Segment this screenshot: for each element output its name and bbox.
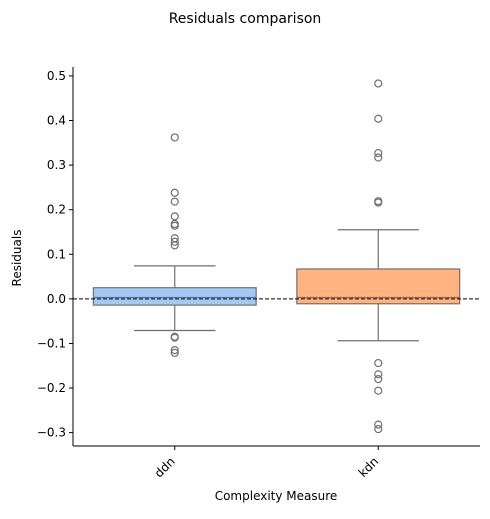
x-axis-title: Complexity Measure (215, 489, 338, 503)
x-tick-label: ddn (152, 454, 178, 480)
outlier-point (171, 134, 178, 141)
outlier-point (375, 360, 382, 367)
outlier-point (375, 154, 382, 161)
box-ddn (93, 134, 256, 356)
y-tick-label: 0.2 (47, 203, 66, 217)
outlier-point (375, 387, 382, 394)
outlier-point (171, 213, 178, 220)
y-tick-label: −0.2 (37, 381, 66, 395)
y-tick-label: 0.4 (47, 114, 66, 128)
y-tick-label: 0.0 (47, 292, 66, 306)
box-kdn (297, 80, 460, 433)
chart-title: Residuals comparison (169, 11, 322, 27)
outlier-point (375, 80, 382, 87)
outlier-point (171, 189, 178, 196)
plot-area (73, 80, 480, 433)
outlier-point (375, 115, 382, 122)
y-tick-label: −0.3 (37, 426, 66, 440)
y-axis-title: Residuals (10, 230, 24, 287)
box-iqr (93, 288, 256, 305)
y-tick-label: 0.5 (47, 69, 66, 83)
x-tick-label: kdn (356, 454, 382, 480)
outlier-point (171, 198, 178, 205)
y-axis-ticks: −0.3 −0.2 −0.1 0.0 0.1 0.2 0.3 0.4 0.5 (37, 69, 73, 440)
y-tick-label: 0.3 (47, 158, 66, 172)
outlier-point (375, 376, 382, 383)
outlier-point (375, 426, 382, 433)
y-tick-label: 0.1 (47, 247, 66, 261)
x-axis-ticks: ddn kdn (152, 446, 382, 480)
y-tick-label: −0.1 (37, 336, 66, 350)
